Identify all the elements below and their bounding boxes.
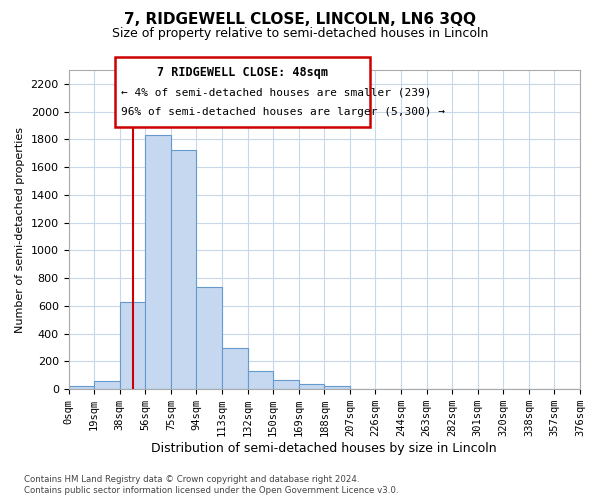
Text: 7 RIDGEWELL CLOSE: 48sqm: 7 RIDGEWELL CLOSE: 48sqm: [157, 66, 328, 79]
Y-axis label: Number of semi-detached properties: Number of semi-detached properties: [15, 126, 25, 332]
Bar: [248, 371, 273, 389]
Bar: [299, 384, 324, 389]
Bar: [68, 386, 94, 389]
Text: 7, RIDGEWELL CLOSE, LINCOLN, LN6 3QQ: 7, RIDGEWELL CLOSE, LINCOLN, LN6 3QQ: [124, 12, 476, 28]
Bar: [324, 386, 350, 389]
FancyBboxPatch shape: [115, 57, 370, 128]
Bar: [171, 150, 196, 389]
X-axis label: Distribution of semi-detached houses by size in Lincoln: Distribution of semi-detached houses by …: [151, 442, 497, 455]
Text: Contains public sector information licensed under the Open Government Licence v3: Contains public sector information licen…: [24, 486, 398, 495]
Bar: [145, 135, 171, 389]
Text: Size of property relative to semi-detached houses in Lincoln: Size of property relative to semi-detach…: [112, 28, 488, 40]
Bar: [196, 286, 222, 389]
Bar: [273, 380, 299, 389]
Text: 96% of semi-detached houses are larger (5,300) →: 96% of semi-detached houses are larger (…: [121, 107, 445, 117]
Bar: [94, 381, 119, 389]
Text: ← 4% of semi-detached houses are smaller (239): ← 4% of semi-detached houses are smaller…: [121, 88, 431, 98]
Bar: [119, 302, 145, 389]
Bar: [222, 348, 248, 389]
Text: Contains HM Land Registry data © Crown copyright and database right 2024.: Contains HM Land Registry data © Crown c…: [24, 475, 359, 484]
Bar: [350, 388, 376, 389]
